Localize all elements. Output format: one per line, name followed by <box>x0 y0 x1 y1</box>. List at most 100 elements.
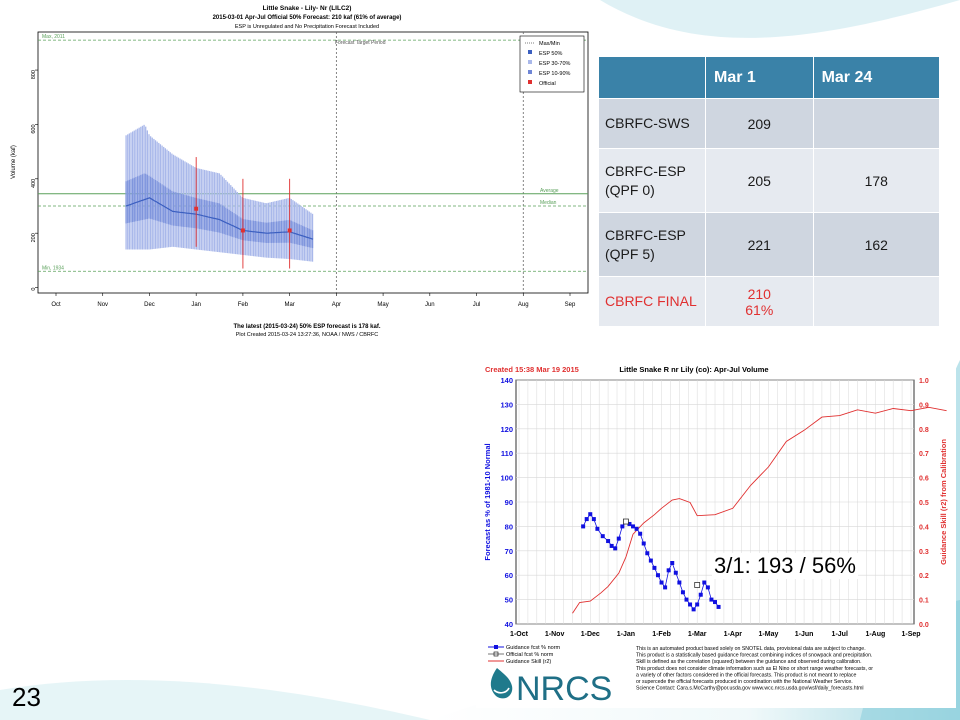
chart1-subtitle: 2015-03-01 Apr-Jul Official 50% Forecast… <box>213 15 402 21</box>
guidance-point <box>631 524 636 529</box>
y2-tick-label: 0.8 <box>919 427 929 434</box>
x-tick-label: 1-Jul <box>832 631 848 638</box>
chart2-note-line: This product does not consider climate i… <box>636 666 873 672</box>
legend-esp50: ESP 50% <box>539 51 563 57</box>
legend-official: Official <box>539 81 556 87</box>
chart1-footer2: Plot Created 2015-03-24 13:27:36, NOAA /… <box>236 332 378 338</box>
guidance-point <box>581 524 586 529</box>
row-mar24 <box>812 276 941 327</box>
final-value: 210 <box>747 285 771 302</box>
guidance-point <box>652 565 657 570</box>
chart2-ylabel: Forecast as % of 1981-10 Normal <box>483 443 492 560</box>
guidance-point <box>713 600 717 605</box>
y-tick-label: 200 <box>31 233 37 242</box>
guidance-point <box>709 597 714 602</box>
guidance-point <box>695 602 700 607</box>
legend-esp1090: ESP 10-90% <box>539 71 571 77</box>
official-point <box>287 228 292 233</box>
y-tick-label: 50 <box>505 596 513 605</box>
guidance-point <box>670 561 675 565</box>
legend-esp3070: ESP 30-70% <box>539 61 571 67</box>
x-tick-label: Mar <box>284 302 294 308</box>
official-point <box>694 582 701 588</box>
y2-tick-label: 0.7 <box>919 451 929 458</box>
y-tick-label: 80 <box>505 522 513 531</box>
annotation-callout: 3/1: 193 / 56% <box>712 553 858 579</box>
skill-line <box>572 406 947 614</box>
y2-tick-label: 0.4 <box>919 524 929 531</box>
x-tick-label: Apr <box>332 302 341 308</box>
x-tick-label: 1-Mar <box>688 631 707 638</box>
guidance-point <box>698 592 703 597</box>
x-tick-label: 1-Feb <box>652 631 671 638</box>
y-tick-label: 130 <box>500 400 513 409</box>
guidance-point <box>645 551 650 556</box>
guidance-point <box>666 568 671 573</box>
y-tick-label: 0 <box>31 288 37 291</box>
guidance-point <box>634 526 639 531</box>
row-name: CBRFC-ESP (QPF 0) <box>598 148 706 213</box>
row-mar1: 210 61% <box>705 276 814 327</box>
esp-50-line <box>125 197 314 240</box>
table-row: CBRFC-ESP (QPF 5) 221 162 <box>598 212 941 277</box>
table-row: CBRFC FINAL 210 61% <box>598 276 941 327</box>
chart2-gridlines <box>516 379 914 625</box>
x-tick-label: 1-May <box>759 631 779 638</box>
guidance-point <box>684 597 689 602</box>
chart1-esp-bands <box>125 124 314 262</box>
final-percent: 61% <box>745 301 774 318</box>
y-tick-label: 60 <box>505 571 513 580</box>
chart2-y-ticks: 40 50 60 70 80 90 100 110 120 130 140 <box>500 376 513 629</box>
row-name: CBRFC-SWS <box>598 98 706 149</box>
x-tick-label: 1-Aug <box>865 631 885 638</box>
table-row: CBRFC-ESP (QPF 0) 205 178 <box>598 148 941 213</box>
header-mar24: Mar 24 <box>812 56 941 99</box>
y-tick-label: 100 <box>500 474 513 483</box>
chart2-series <box>572 406 947 614</box>
forecast-comparison-table: Mar 1 Mar 24 CBRFC-SWS 209 CBRFC-ESP (QP… <box>598 56 941 327</box>
x-tick-label: 1-Nov <box>545 631 565 638</box>
x-tick-label: Jan <box>191 302 201 308</box>
legend-maxmin: Max/Min <box>539 41 560 47</box>
y-tick-label: 70 <box>505 547 513 556</box>
y-tick-label: 40 <box>505 620 513 629</box>
reference-line-label: Average <box>540 188 559 194</box>
y2-tick-label: 1.0 <box>919 378 929 385</box>
x-tick-label: 1-Apr <box>724 631 743 638</box>
reference-line-label: Median <box>540 200 557 206</box>
guidance-point <box>680 590 685 595</box>
chart2-x-ticks: 1-Oct 1-Nov 1-Dec 1-Jan 1-Feb 1-Mar 1-Apr 1-May… <box>510 631 920 638</box>
chart2-note-line: or supercede the official forecasts prod… <box>636 679 853 685</box>
guidance-point <box>638 531 643 536</box>
y2-tick-label: 0.5 <box>919 500 929 507</box>
chart1-ylabel: Volume (kaf) <box>11 145 17 179</box>
x-tick-label: 1-Jun <box>795 631 814 638</box>
nrcs-guidance-chart: Created 15:38 Mar 19 2015 Little Snake R… <box>476 356 956 708</box>
chart2-note-line: Skill is defined as the correlation (squ… <box>636 659 862 665</box>
chart2-note-line: This is an automated product based solel… <box>636 646 866 652</box>
y2-tick-label: 0.9 <box>919 402 929 409</box>
guidance-point <box>659 580 664 585</box>
guidance-point <box>600 534 605 539</box>
x-tick-label: Aug <box>518 302 529 308</box>
x-tick-label: Sep <box>565 302 576 308</box>
y2-tick-label: 0.1 <box>919 598 929 605</box>
table-header-row: Mar 1 Mar 24 <box>598 56 941 99</box>
x-tick-label: Oct <box>51 302 61 308</box>
guidance-point <box>691 607 696 612</box>
guidance-point <box>677 580 682 585</box>
guidance-point <box>616 536 621 541</box>
chart1-legend: Max/Min ESP 50% ESP 30-70% ESP 10-90% Of… <box>519 35 585 93</box>
legend-official: Official fcst % norm <box>506 652 554 658</box>
slide-number: 23 <box>12 682 41 712</box>
row-mar24: 162 <box>812 212 941 277</box>
table-row: CBRFC-SWS 209 <box>598 98 941 149</box>
y-tick-label: 90 <box>505 498 513 507</box>
chart1-series <box>125 157 314 269</box>
row-mar24: 178 <box>812 148 941 213</box>
esp-forecast-chart: Little Snake - Lily- Nr (LILC2) 2015-03-… <box>7 0 598 346</box>
row-name: CBRFC-ESP (QPF 5) <box>598 212 706 277</box>
reference-line-label: Min, 1934 <box>42 265 64 271</box>
x-tick-label: 1-Dec <box>581 631 600 638</box>
legend-guidance: Guidance fcst % norm <box>506 645 561 651</box>
